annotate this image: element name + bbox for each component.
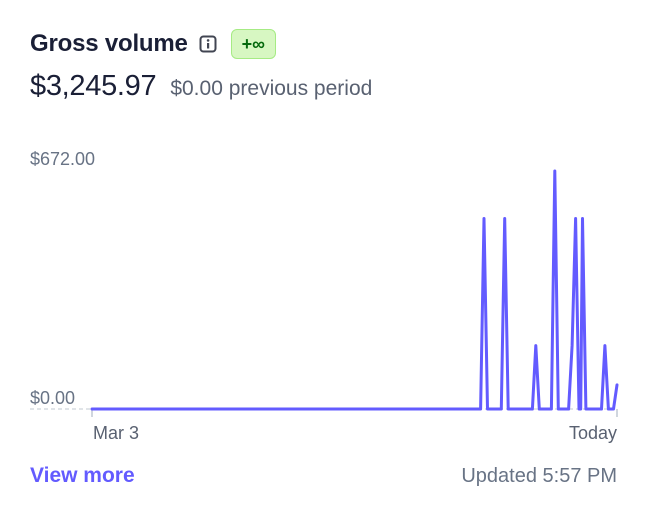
gross-volume-amount: $3,245.97	[30, 70, 157, 102]
view-more-link[interactable]: View more	[30, 464, 135, 487]
y-max-label: $672.00	[30, 149, 95, 169]
x-end-label: Today	[569, 423, 617, 443]
amount-row: $3,245.97 $0.00 previous period	[30, 70, 372, 103]
series-line	[90, 169, 619, 411]
card-header: Gross volume +∞	[30, 26, 276, 62]
card-title: Gross volume	[30, 30, 188, 57]
info-icon[interactable]	[199, 35, 217, 53]
previous-period-text: $0.00 previous period	[170, 77, 373, 100]
x-start-label: Mar 3	[93, 423, 139, 443]
y-min-label: $0.00	[30, 388, 75, 408]
updated-timestamp: Updated 5:57 PM	[461, 465, 617, 487]
growth-badge: +∞	[230, 29, 276, 59]
